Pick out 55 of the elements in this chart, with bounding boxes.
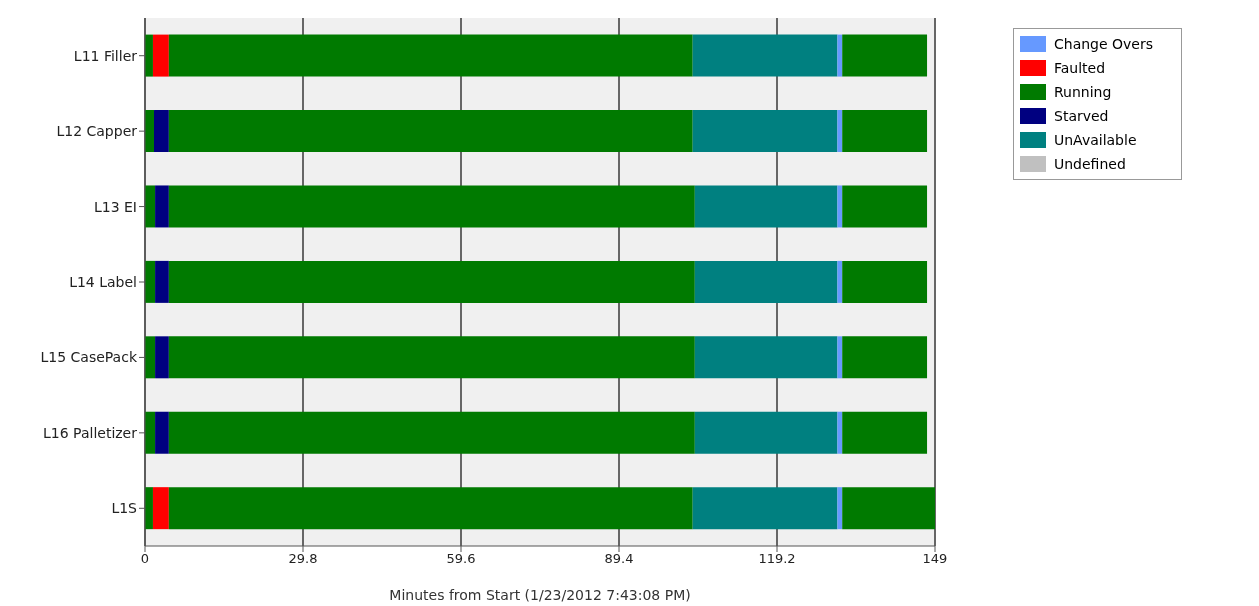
bar [837, 260, 843, 303]
bar [692, 487, 838, 530]
bar [155, 411, 169, 454]
y-tick-label: L1S [111, 500, 138, 517]
y-tick-label: L12 Capper [56, 123, 138, 140]
bar [837, 34, 843, 77]
x-tick-label: 0 [140, 551, 150, 567]
legend-label: Starved [1054, 108, 1110, 124]
bar [837, 110, 843, 153]
bar [168, 487, 693, 530]
legend-label: UnAvailable [1054, 132, 1138, 148]
bar [168, 411, 695, 454]
bar [842, 110, 928, 153]
bar [842, 185, 928, 228]
legend-label: Faulted [1054, 60, 1107, 76]
bar [837, 411, 843, 454]
x-axis-title: Minutes from Start (1/23/2012 7:43:08 PM) [389, 587, 691, 603]
bar [842, 487, 935, 530]
y-tick-label: L14 Label [69, 273, 137, 290]
x-tick-label: 59.6 [446, 551, 476, 567]
y-tick-label: L16 Palletizer [43, 424, 138, 441]
bar [152, 487, 169, 530]
bar [692, 34, 838, 77]
bar [155, 336, 169, 379]
legend-label: Change Overs [1054, 36, 1155, 52]
y-tick-label: L15 CasePack [40, 349, 138, 366]
legend-label: Running [1054, 84, 1113, 100]
bar [842, 411, 928, 454]
bar [842, 336, 928, 379]
x-tick-label: 29.8 [288, 551, 318, 567]
bar [168, 336, 695, 379]
bar [837, 487, 843, 530]
x-tick-label: 119.2 [758, 551, 796, 567]
bar [168, 110, 693, 153]
y-tick-label: L13 EI [93, 198, 137, 215]
bar [168, 34, 693, 77]
bar [155, 185, 169, 228]
legend-label: Undefined [1054, 156, 1127, 172]
bar [168, 185, 695, 228]
bar [694, 411, 838, 454]
bar [842, 34, 928, 77]
bar [152, 34, 169, 77]
bar [694, 185, 838, 228]
bar [168, 260, 695, 303]
x-tick-label: 89.4 [604, 551, 634, 567]
bar [692, 110, 838, 153]
y-tick-label: L11 Filler [73, 47, 138, 64]
bar [694, 336, 838, 379]
bar [837, 185, 843, 228]
bar [154, 110, 169, 153]
bar [842, 260, 928, 303]
bar [837, 336, 843, 379]
bar [694, 260, 838, 303]
bar [155, 260, 169, 303]
x-tick-label: 149 [922, 551, 948, 567]
